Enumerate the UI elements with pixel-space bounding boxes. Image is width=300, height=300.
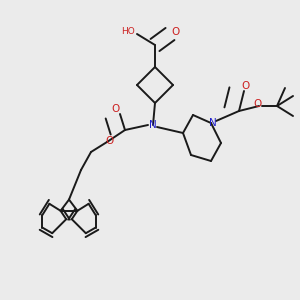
Text: N: N: [209, 118, 217, 128]
Text: O: O: [105, 136, 113, 146]
Text: O: O: [171, 27, 179, 37]
Text: HO: HO: [121, 28, 135, 37]
Text: O: O: [253, 99, 261, 109]
Text: O: O: [241, 81, 249, 91]
Text: O: O: [112, 104, 120, 114]
Text: N: N: [149, 120, 157, 130]
